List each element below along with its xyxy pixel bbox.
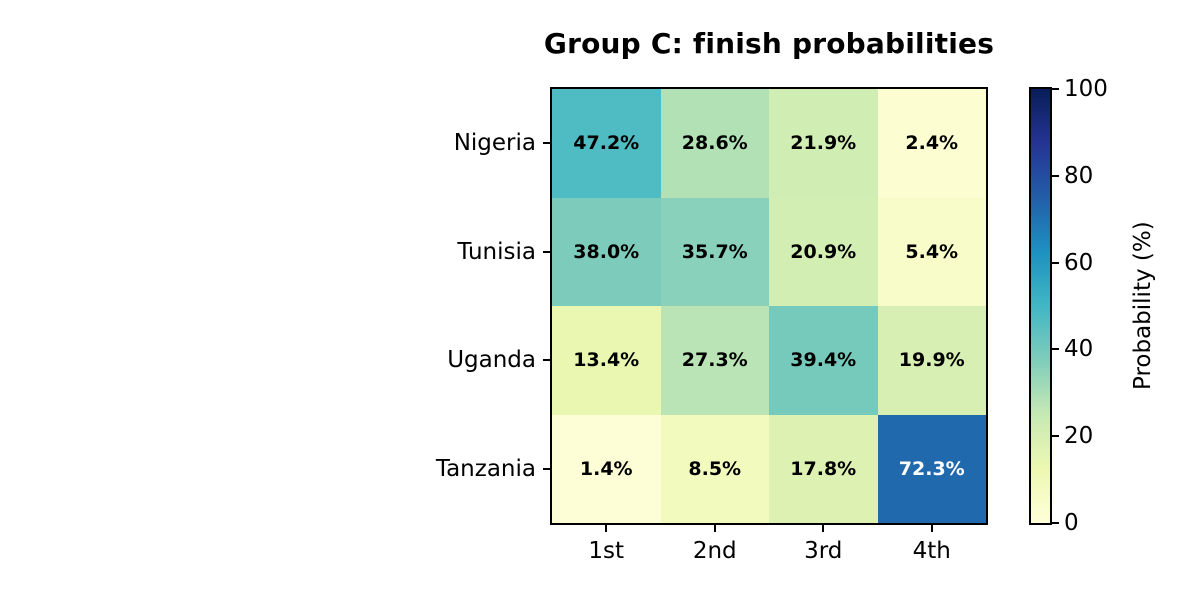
x-tick-mark <box>713 525 716 532</box>
x-tick-mark <box>822 525 825 532</box>
heatmap-cell-tunisia-1st: 38.0% <box>552 197 661 306</box>
colorbar-tick-mark <box>1052 88 1059 90</box>
heatmap-cell-uganda-4th: 19.9% <box>877 306 986 415</box>
heatmap-cell-tunisia-4th: 5.4% <box>877 197 986 306</box>
x-tick-mark <box>605 525 608 532</box>
colorbar-tick-mark <box>1052 435 1059 438</box>
x-tick-label-4th: 4th <box>912 538 951 564</box>
heatmap-cell-tunisia-2nd: 35.7% <box>660 197 769 306</box>
colorbar-tick-mark <box>1052 348 1059 351</box>
heatmap-cell-nigeria-4th: 2.4% <box>877 89 986 198</box>
colorbar-tick-mark <box>1052 522 1059 524</box>
y-tick-label-uganda: Uganda <box>447 347 536 374</box>
heatmap-cell-tanzania-2nd: 8.5% <box>660 414 769 523</box>
colorbar-tick-mark <box>1052 174 1059 177</box>
x-tick-label-2nd: 2nd <box>692 538 737 564</box>
heatmap-grid: 47.2% 28.6% 21.9% 2.4% 38.0% 35.7% 20.9% 5.4% 13… <box>550 87 988 525</box>
colorbar-tick-mark <box>1052 261 1059 264</box>
heatmap-cell-tanzania-1st: 1.4% <box>552 414 661 523</box>
heatmap-cell-nigeria-1st: 47.2% <box>552 89 661 198</box>
heatmap-cell-nigeria-3rd: 21.9% <box>769 89 878 198</box>
y-tick-mark <box>543 467 550 470</box>
heatmap-cell-uganda-2nd: 27.3% <box>660 306 769 415</box>
x-tick-label-3rd: 3rd <box>804 538 843 564</box>
colorbar-tick-label-80: 80 <box>1064 162 1094 189</box>
y-tick-mark <box>543 142 550 145</box>
colorbar-tick-label-20: 20 <box>1064 423 1094 450</box>
y-tick-mark <box>543 250 550 253</box>
x-tick-label-1st: 1st <box>588 538 625 564</box>
colorbar-tick-label-100: 100 <box>1064 76 1108 102</box>
chart-title: Group C: finish probabilities <box>543 27 995 60</box>
y-tick-mark <box>543 359 550 362</box>
y-tick-label-nigeria: Nigeria <box>453 130 536 157</box>
heatmap-cell-tanzania-4th: 72.3% <box>877 414 986 523</box>
y-tick-label-tunisia: Tunisia <box>457 238 536 265</box>
colorbar <box>1029 87 1052 525</box>
colorbar-axis-label: Probability (%) <box>1130 221 1156 391</box>
colorbar-tick-label-40: 40 <box>1064 336 1094 363</box>
heatmap-cell-tanzania-3rd: 17.8% <box>769 414 878 523</box>
x-tick-mark <box>930 525 933 532</box>
colorbar-tick-label-0: 0 <box>1064 510 1079 536</box>
heatmap-cell-uganda-3rd: 39.4% <box>769 306 878 415</box>
heatmap-cell-nigeria-2nd: 28.6% <box>660 89 769 198</box>
colorbar-tick-label-60: 60 <box>1064 249 1094 276</box>
heatmap-cell-uganda-1st: 13.4% <box>552 306 661 415</box>
heatmap-cell-tunisia-3rd: 20.9% <box>769 197 878 306</box>
y-tick-label-tanzania: Tanzania <box>435 455 536 482</box>
